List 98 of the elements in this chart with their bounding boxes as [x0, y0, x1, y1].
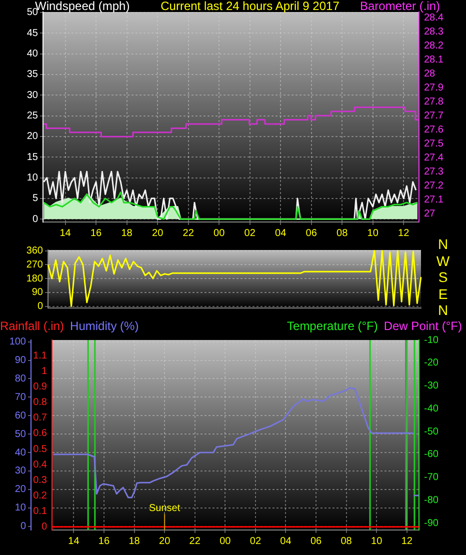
x-tick-label: 02 [244, 228, 256, 239]
y2-tick-label: -70 [424, 472, 439, 484]
y2-tick-label: 27.3 [424, 166, 444, 178]
y-tick-label: 25 [26, 110, 38, 122]
y-tick-label: 80 [14, 373, 26, 384]
y-tick-label: 40 [14, 447, 26, 458]
x-tick-label: 12 [398, 228, 410, 239]
y2-tick-label: 27.8 [424, 96, 444, 108]
x-tick-label: 12 [401, 536, 413, 547]
y-tick-label: 90 [14, 355, 26, 366]
x-tick-label: 08 [340, 536, 352, 547]
y-tick-label: 45 [26, 28, 38, 39]
x-tick-label: 20 [152, 228, 164, 239]
y-tick-label: 10 [14, 502, 26, 514]
x-tick-label: 22 [189, 536, 201, 547]
y3-tick-label: 0.4 [33, 459, 48, 470]
y2-tick-label: -80 [424, 494, 439, 506]
x-tick-label: 10 [371, 536, 383, 547]
y2-tick-label: 27.4 [424, 152, 444, 164]
x-tick-label: 04 [275, 228, 287, 239]
text: S [438, 269, 448, 286]
annotation: Sunset [149, 503, 180, 514]
y3-tick-label: 1.1 [33, 350, 48, 362]
x-tick-label: 10 [367, 228, 379, 239]
x-tick-label: 18 [128, 536, 140, 547]
y2-tick-label: -30 [424, 380, 439, 392]
y3-tick-label: 0.5 [33, 444, 48, 455]
text: Dew Point (°F) [384, 319, 462, 333]
x-tick-label: 02 [250, 536, 262, 547]
x-tick-label: 14 [68, 536, 80, 547]
x-tick-label: 06 [310, 536, 322, 547]
y-tick-label: 180 [26, 273, 44, 284]
text: E [438, 286, 448, 302]
y-tick-label: 40 [26, 48, 38, 60]
y-tick-label: 20 [26, 131, 38, 142]
y-tick-label: 0 [37, 301, 44, 312]
text: W [436, 252, 450, 269]
y3-axis-title: Rainfall (.in) [0, 319, 64, 333]
y3-tick-label: 1 [41, 366, 48, 377]
y-tick-label: 360 [26, 246, 44, 257]
y3-tick-label: 0.6 [33, 428, 48, 440]
y2-tick-label: 27.1 [424, 194, 444, 206]
x-tick-label: 18 [121, 228, 133, 239]
x-tick-label: 08 [336, 228, 348, 239]
y-tick-label: 0 [20, 521, 26, 532]
x-tick-label: 14 [60, 228, 72, 239]
y-tick-label: 15 [26, 152, 38, 163]
y2-tick-label: -60 [424, 449, 439, 460]
text: N [438, 302, 448, 318]
y3-tick-label: 0.3 [33, 474, 48, 486]
y2-tick-label: 28.2 [424, 40, 444, 52]
y2-tick-label: -50 [424, 426, 439, 438]
y3-tick-label: 0.9 [33, 381, 48, 392]
y-tick-label: 60 [14, 410, 26, 422]
x-tick-label: 00 [214, 228, 226, 239]
text: N [438, 236, 448, 252]
y2-tick-label: -10 [424, 334, 439, 346]
x-tick-label: 00 [220, 536, 232, 547]
y2-tick-label: 27.6 [424, 124, 444, 136]
x-tick-label: 04 [280, 536, 292, 547]
y3-tick-label: 0.2 [33, 490, 48, 502]
y2-tick-label: 28 [424, 68, 436, 80]
chart-title: Current last 24 hours April 9 2017 [160, 0, 340, 13]
y-tick-label: 30 [26, 90, 38, 101]
y-tick-label: 270 [26, 259, 44, 270]
y3-tick-label: 0.7 [33, 412, 48, 424]
y-tick-label: 100 [9, 336, 26, 348]
y2-tick-label: 28.4 [424, 12, 444, 24]
x-tick-label: 20 [159, 536, 171, 547]
y2-tick-label: -20 [424, 358, 439, 369]
y3-tick-label: 0.8 [33, 397, 48, 408]
y2-tick-label: 27 [424, 208, 436, 220]
y-tick-label: 30 [14, 466, 26, 477]
y-tick-label: 35 [26, 69, 38, 80]
y2-tick-label: 28.3 [424, 26, 444, 38]
y-tick-label: 10 [26, 172, 38, 184]
x-tick-label: 16 [98, 536, 110, 547]
y2-tick-label: 27.5 [424, 138, 444, 150]
y-tick-label: 90 [32, 287, 44, 298]
y-axis-title: Windspeed (mph) [35, 0, 130, 13]
y2-tick-label: 27.2 [424, 180, 444, 192]
x-tick-label: 22 [182, 228, 194, 239]
y2-axis-title: Barometer (.in) [360, 0, 440, 13]
y-tick-label: 50 [14, 428, 26, 440]
y2-tick-label: 27.9 [424, 82, 444, 94]
x-tick-label: 06 [306, 228, 318, 239]
y-tick-label: 70 [14, 392, 26, 403]
y2-tick-label: 27.7 [424, 110, 444, 122]
y2-tick-label: -90 [424, 518, 439, 529]
y2-tick-label: 28.1 [424, 54, 444, 66]
y-axis-title: Humidity (%) [70, 319, 139, 333]
y-tick-label: 0 [32, 214, 38, 225]
x-tick-label: 16 [90, 228, 102, 239]
y2-axis-title: Temperature (°F) [287, 319, 378, 333]
y-tick-label: 20 [14, 484, 26, 496]
y-tick-label: 5 [32, 193, 38, 204]
y3-tick-label: 0.1 [33, 506, 48, 518]
y2-tick-label: -40 [424, 403, 439, 414]
